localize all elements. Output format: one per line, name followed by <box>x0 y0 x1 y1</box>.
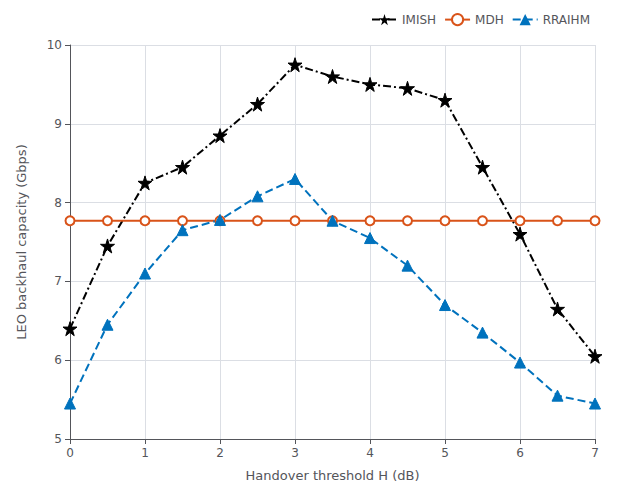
svg-text:10: 10 <box>47 38 62 52</box>
svg-text:MDH: MDH <box>475 13 504 27</box>
svg-text:7: 7 <box>591 446 599 460</box>
svg-text:0: 0 <box>66 446 74 460</box>
svg-text:IMISH: IMISH <box>402 13 436 27</box>
svg-text:LEO backhaul capacity (Gbps): LEO backhaul capacity (Gbps) <box>14 144 29 339</box>
svg-text:9: 9 <box>54 117 62 131</box>
svg-text:Handover threshold H (dB): Handover threshold H (dB) <box>246 468 420 483</box>
svg-text:4: 4 <box>366 446 374 460</box>
svg-text:RRAIHM: RRAIHM <box>543 13 590 27</box>
svg-text:5: 5 <box>54 432 62 446</box>
svg-text:8: 8 <box>54 196 62 210</box>
svg-text:3: 3 <box>291 446 299 460</box>
svg-text:1: 1 <box>141 446 149 460</box>
svg-text:6: 6 <box>54 353 62 367</box>
svg-text:2: 2 <box>216 446 224 460</box>
svg-text:6: 6 <box>516 446 524 460</box>
svg-text:7: 7 <box>54 274 62 288</box>
svg-text:5: 5 <box>441 446 449 460</box>
